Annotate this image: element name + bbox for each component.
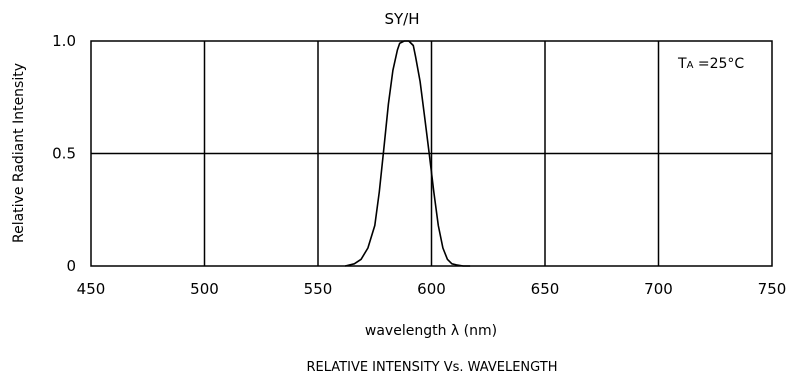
x-tick-label-750: 750 — [758, 280, 787, 298]
annotation-value: =25°C — [693, 56, 744, 72]
series-layer — [345, 40, 471, 267]
chart-title: SY/H — [384, 10, 419, 28]
x-tick-labels: 450 500 550 600 650 700 750 — [77, 280, 787, 298]
annotation-t: T — [677, 56, 687, 72]
y-axis-label: Relative Radiant Intensity — [11, 63, 27, 243]
x-axis-label: wavelength λ (nm) — [365, 323, 497, 339]
plot-frame — [90, 40, 773, 267]
y-tick-label-0: 0 — [66, 257, 76, 275]
series-line-0 — [345, 40, 471, 267]
x-tick-label-550: 550 — [304, 280, 333, 298]
x-tick-label-500: 500 — [190, 280, 219, 298]
y-tick-labels: 0 0.5 1.0 — [52, 32, 76, 275]
annotation-subscript: A — [687, 60, 694, 71]
x-tick-label-700: 700 — [644, 280, 673, 298]
x-tick-label-600: 600 — [417, 280, 446, 298]
temperature-annotation: TA =25°C — [677, 56, 744, 72]
chart-caption: RELATIVE INTENSITY Vs. WAVELENGTH — [307, 360, 558, 375]
x-tick-label-650: 650 — [531, 280, 560, 298]
y-tick-label-1: 1.0 — [52, 32, 76, 50]
x-tick-label-450: 450 — [77, 280, 106, 298]
y-tick-label-0-5: 0.5 — [52, 145, 76, 163]
